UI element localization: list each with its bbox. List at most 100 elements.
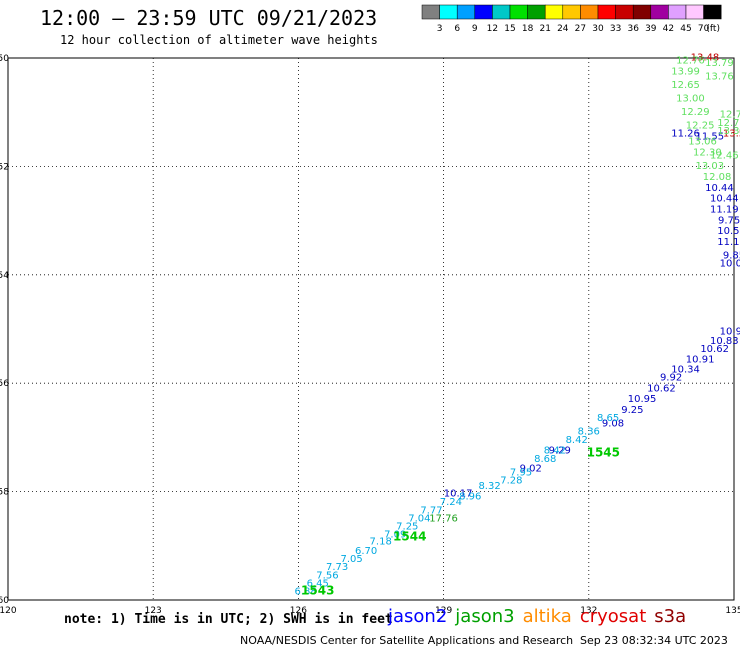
data-label-cyan: 6.70 <box>355 546 377 557</box>
x-tick-label: 123 <box>145 606 162 616</box>
color-scale-swatch <box>615 4 634 20</box>
satellite-legend-altika: altika <box>522 606 572 627</box>
data-label-cyan: 8.68 <box>534 454 556 465</box>
color-scale-tick: 24 <box>557 24 569 34</box>
x-tick-label: 129 <box>435 606 452 616</box>
color-scale-unit: (ft) <box>706 24 720 34</box>
data-label-jason2: 10.95 <box>628 394 657 405</box>
color-scale-tick: 15 <box>504 24 515 34</box>
data-label-cyan: 7.77 <box>420 505 442 516</box>
data-label-cyan: 7.73 <box>326 562 348 573</box>
data-label-lightgreen: 12.25 <box>686 120 715 131</box>
color-scale-swatch <box>668 4 687 20</box>
page-title: 12:00 — 23:59 UTC 09/21/2023 <box>40 6 378 30</box>
color-scale-tick: 36 <box>627 24 639 34</box>
x-tick-label: 132 <box>580 606 597 616</box>
plot-frame <box>7 57 735 601</box>
color-scale-swatch <box>509 4 528 20</box>
data-label-cyan: 7.95 <box>510 467 532 478</box>
data-label-jason2: 9.29 <box>549 446 571 457</box>
data-label-jason2: 10.44 <box>705 183 734 194</box>
color-scale-swatch <box>544 4 564 20</box>
data-label-green: 1544 <box>393 529 426 543</box>
color-scale-swatch <box>562 4 581 20</box>
data-label-jason2: 9.25 <box>621 405 643 416</box>
data-label-jason2: 10.44 <box>710 194 739 205</box>
data-label-cyan: 7.04 <box>408 513 430 524</box>
data-label-jason2: 9.85 <box>723 251 740 262</box>
x-tick-label: 126 <box>290 606 307 616</box>
data-label-cryosat: 13.5 <box>723 129 740 140</box>
color-scale-swatch <box>527 4 546 20</box>
color-scale-swatch <box>703 4 722 20</box>
x-tick-label: 135 <box>725 606 740 616</box>
data-label-cyan: 8.96 <box>459 492 481 503</box>
color-scale-swatch <box>632 4 652 20</box>
data-label-lightgreen: 12.29 <box>681 107 710 118</box>
data-label-jason2: 10.91 <box>686 355 715 366</box>
page-subtitle: 12 hour collection of altimeter wave hei… <box>60 33 378 47</box>
data-label-cyan: 7.09 <box>384 530 406 541</box>
data-label-jason2: 9.75 <box>718 215 740 226</box>
data-label-lightgreen: 13.76 <box>705 72 734 83</box>
footer-note: note: 1) Time is in UTC; 2) SWH is in fe… <box>64 612 393 627</box>
data-label-cyan: 8.36 <box>578 427 600 438</box>
color-scale-swatch <box>580 4 599 20</box>
data-label-cyan: 8.42 <box>566 435 588 446</box>
data-label-jason3: 17.76 <box>429 513 458 524</box>
footer-credit: NOAA/NESDIS Center for Satellite Applica… <box>240 634 574 647</box>
data-label-lightgreen: 13.03 <box>695 161 724 172</box>
color-scale-swatch <box>597 4 616 20</box>
data-label-jason2: 11.19 <box>710 204 739 215</box>
satellite-legend-cryosat: cryosat <box>579 606 647 627</box>
data-label-cyan: 8.32 <box>478 481 500 492</box>
y-tick-label: -52 <box>0 162 9 172</box>
data-label-jason2: 10.54 <box>717 226 740 237</box>
data-label-lightgreen: 13.79 <box>705 58 734 69</box>
data-label-lightgreen: 12.76 <box>676 55 705 66</box>
data-label-lightgreen: 12.08 <box>703 172 732 183</box>
y-tick-label: -50 <box>0 54 9 64</box>
data-label-cyan: 7.56 <box>316 570 338 581</box>
color-scale-tick: 70 <box>698 24 710 34</box>
data-label-green: 1543 <box>301 584 334 598</box>
data-label-jason2: 10.83 <box>710 336 739 347</box>
data-label-jason2: 10.62 <box>647 383 676 394</box>
data-label-cyan: 6.45 <box>307 578 329 589</box>
data-label-lightgreen: 12.65 <box>671 80 700 91</box>
data-label-cyan: 7.28 <box>500 475 522 486</box>
color-scale-tick: 39 <box>645 24 657 34</box>
data-label-lightgreen: 13.00 <box>676 93 705 104</box>
data-label-jason2: 9.02 <box>520 464 542 475</box>
satellite-legend: jason2 jason3 altika cryosat s3a <box>388 606 694 627</box>
data-label-cyan: 8.65 <box>597 413 619 424</box>
color-scale-tick: 33 <box>610 24 621 34</box>
data-label-jason2: 10.17 <box>444 488 473 499</box>
data-label-jason2: 11.55 <box>695 131 724 142</box>
data-label-lightgreen: 13.06 <box>688 137 717 148</box>
data-label-lightgreen: 12.75 <box>717 118 740 129</box>
color-scale-swatch <box>492 4 511 20</box>
y-tick-label: -54 <box>0 271 9 281</box>
data-label-jason2: 10.91 <box>720 326 740 337</box>
satellite-legend-jason3: jason3 <box>455 606 515 627</box>
color-scale-tick: 18 <box>522 24 534 34</box>
data-label-jason2: 10.62 <box>700 344 729 355</box>
satellite-legend-s3a: s3a <box>654 606 687 627</box>
data-label-lightgreen: 12.30 <box>693 148 722 159</box>
color-scale-tick: 3 <box>437 24 443 34</box>
data-label-cyan: 7.05 <box>341 554 363 565</box>
data-label-lightgreen: 12.46 <box>710 150 739 161</box>
data-label-lightgreen: 13.39 <box>717 126 740 137</box>
data-label-jason2: 10.02 <box>720 259 740 270</box>
data-label-green: 1545 <box>587 445 620 459</box>
color-scale-tick: 45 <box>680 24 691 34</box>
color-scale-tick: 30 <box>592 24 604 34</box>
data-label-jason2: 9.08 <box>602 419 624 430</box>
data-label-lightgreen: 13.99 <box>671 66 700 77</box>
color-scale-swatch <box>421 4 440 20</box>
color-scale-tick: 27 <box>575 24 586 34</box>
color-scale-tick: 42 <box>663 24 674 34</box>
data-label-cyan: 8.42 <box>544 446 566 457</box>
